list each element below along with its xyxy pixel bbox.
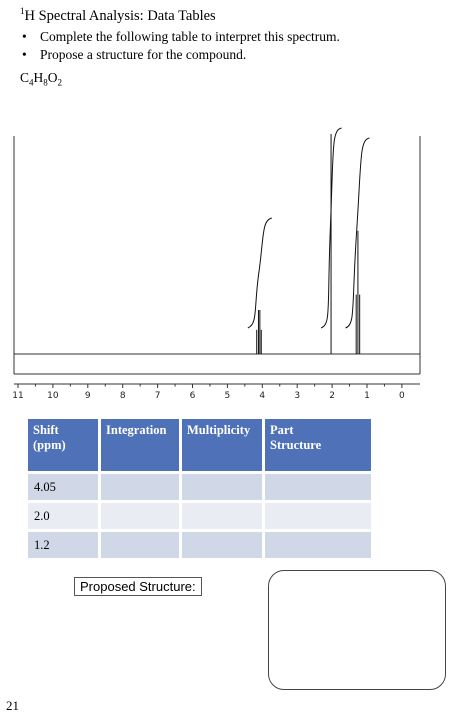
table-row: 1.2 xyxy=(28,532,371,558)
x-tick-label: 8 xyxy=(120,391,126,401)
page-title: 1H Spectral Analysis: Data Tables xyxy=(20,6,216,24)
table-row: 4.05 xyxy=(28,474,371,500)
x-tick-label: 3 xyxy=(294,391,300,401)
cell-shift: 4.05 xyxy=(28,474,98,500)
cell-multiplicity[interactable] xyxy=(182,474,262,500)
table-header-row: Shift (ppm) Integration Multiplicity Part… xyxy=(28,419,371,471)
cell-multiplicity[interactable] xyxy=(182,532,262,558)
header-shift: Shift (ppm) xyxy=(28,419,98,471)
data-table: Shift (ppm) Integration Multiplicity Part… xyxy=(25,416,374,561)
x-tick-label: 6 xyxy=(190,391,196,401)
cell-shift: 1.2 xyxy=(28,532,98,558)
cell-integration[interactable] xyxy=(101,532,179,558)
cell-part-structure[interactable] xyxy=(265,503,371,529)
page-number: 21 xyxy=(6,698,19,713)
cell-part-structure[interactable] xyxy=(265,474,371,500)
cell-part-structure[interactable] xyxy=(265,532,371,558)
x-tick-label: 10 xyxy=(47,391,59,401)
nmr-spectrum-chart: 11 10 9 8 7 6 5 4 3 2 1 0 xyxy=(12,127,421,401)
cell-multiplicity[interactable] xyxy=(182,503,262,529)
x-tick-label: 1 xyxy=(364,391,370,401)
table-row: 2.0 xyxy=(28,503,371,529)
proposed-structure-box[interactable] xyxy=(268,570,446,690)
instruction-item: Complete the following table to interpre… xyxy=(22,28,340,46)
x-tick-label: 4 xyxy=(259,391,265,401)
x-tick-label: 2 xyxy=(329,391,335,401)
x-tick-label: 9 xyxy=(85,391,91,401)
instruction-item: Propose a structure for the compound. xyxy=(22,46,340,64)
proposed-structure-label: Proposed Structure: xyxy=(74,577,202,596)
x-tick-label: 5 xyxy=(225,391,231,401)
cell-shift: 2.0 xyxy=(28,503,98,529)
integral-curve xyxy=(247,217,272,329)
header-multiplicity: Multiplicity xyxy=(182,419,262,471)
integral-curve xyxy=(320,127,342,329)
integral-curve xyxy=(345,137,370,329)
x-tick-label: 7 xyxy=(155,391,161,401)
cell-integration[interactable] xyxy=(101,474,179,500)
header-part-structure: Part Structure xyxy=(265,419,371,471)
x-tick-label: 0 xyxy=(399,391,405,401)
x-tick-label: 11 xyxy=(12,391,23,401)
molecular-formula: C4H8O2 xyxy=(20,70,63,88)
cell-integration[interactable] xyxy=(101,503,179,529)
header-integration: Integration xyxy=(101,419,179,471)
instructions-list: Complete the following table to interpre… xyxy=(22,28,340,64)
